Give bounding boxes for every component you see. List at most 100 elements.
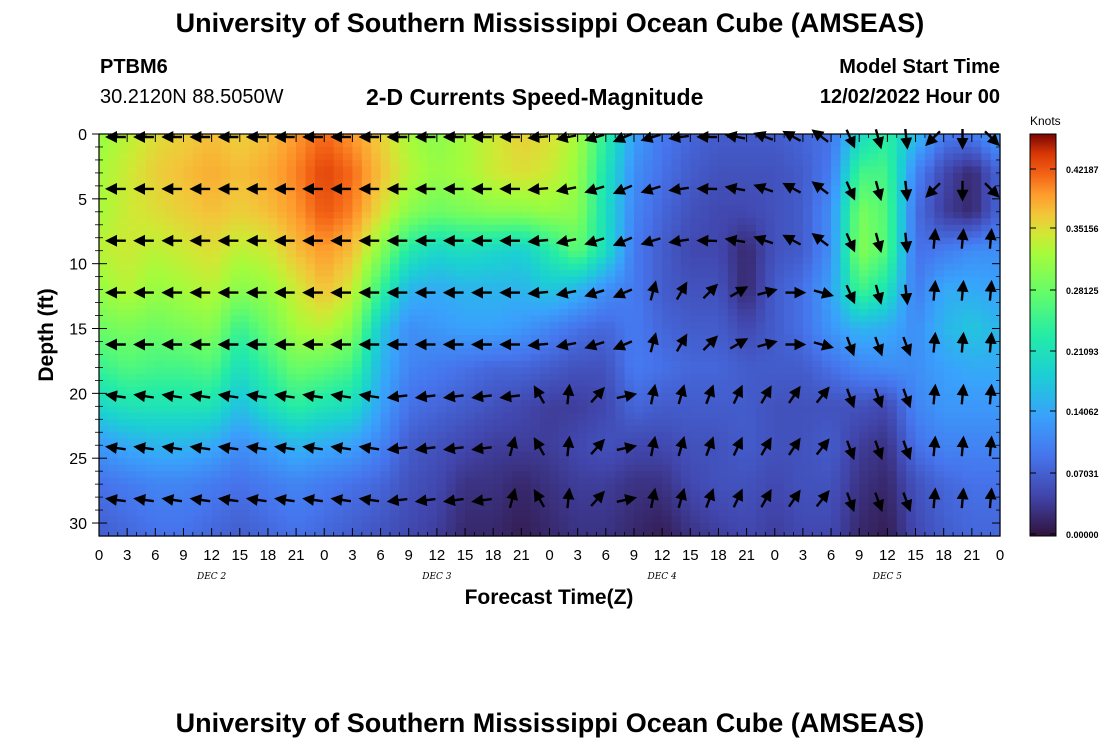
- heatmap-cell: [699, 146, 710, 155]
- heatmap-cell: [868, 218, 879, 226]
- heatmap-cell: [690, 224, 701, 232]
- heatmap-cell: [99, 146, 109, 155]
- heatmap-cell: [314, 263, 325, 271]
- heatmap-cell: [849, 153, 860, 161]
- heatmap-cell: [314, 373, 325, 381]
- heatmap-cell: [643, 218, 654, 226]
- heatmap-cell: [343, 140, 354, 148]
- heatmap-cell: [343, 211, 354, 219]
- heatmap-cell: [530, 399, 541, 407]
- heatmap-cell: [399, 296, 410, 304]
- heatmap-cell: [446, 354, 457, 362]
- heatmap-cell: [577, 367, 588, 375]
- heatmap-cell: [755, 328, 766, 336]
- heatmap-cell: [953, 250, 964, 258]
- heatmap-cell: [784, 360, 795, 369]
- heatmap-cell: [549, 425, 560, 433]
- heatmap-cell: [877, 263, 888, 271]
- heatmap-cell: [718, 198, 729, 206]
- heatmap-cell: [915, 309, 926, 317]
- heatmap-cell: [699, 302, 710, 310]
- heatmap-cell: [906, 367, 917, 375]
- heatmap-cell: [192, 438, 203, 446]
- heatmap-cell: [887, 309, 898, 317]
- heatmap-cell: [174, 328, 185, 336]
- heatmap-cell: [211, 373, 222, 381]
- heatmap-cell: [718, 179, 729, 187]
- heatmap-cell: [549, 458, 560, 466]
- heatmap-cell: [587, 373, 598, 381]
- heatmap-cell: [718, 399, 729, 407]
- heatmap-cell: [521, 322, 532, 330]
- heatmap-cell: [521, 192, 532, 200]
- heatmap-cell: [962, 257, 973, 265]
- heatmap-cell: [840, 166, 851, 174]
- heatmap-cell: [221, 283, 231, 291]
- heatmap-cell: [202, 257, 213, 265]
- heatmap-cell: [361, 263, 372, 271]
- heatmap-cell: [755, 192, 766, 200]
- heatmap-cell: [521, 451, 532, 459]
- heatmap-cell: [258, 458, 269, 466]
- heatmap-cell: [793, 425, 804, 433]
- heatmap-cell: [277, 335, 288, 343]
- heatmap-cell: [906, 153, 917, 161]
- heatmap-cell: [418, 198, 429, 206]
- heatmap-cell: [868, 315, 879, 323]
- heatmap-cell: [615, 360, 626, 369]
- heatmap-cell: [183, 296, 194, 304]
- heatmap-cell: [99, 153, 109, 161]
- heatmap-cell: [877, 432, 888, 440]
- heatmap-cell: [521, 270, 532, 278]
- heatmap-cell: [868, 198, 879, 206]
- heatmap-cell: [577, 166, 588, 174]
- heatmap-cell: [887, 380, 898, 388]
- heatmap-cell: [680, 218, 691, 226]
- heatmap-cell: [343, 153, 354, 161]
- heatmap-cell: [643, 224, 654, 232]
- heatmap-cell: [361, 399, 372, 407]
- heatmap-cell: [774, 185, 785, 193]
- heatmap-cell: [943, 185, 954, 193]
- heatmap-cell: [971, 335, 982, 343]
- heatmap-cell: [418, 205, 429, 213]
- heatmap-cell: [399, 153, 410, 161]
- heatmap-cell: [624, 386, 635, 394]
- heatmap-cell: [418, 302, 429, 310]
- heatmap-cell: [333, 399, 344, 407]
- heatmap-cell: [230, 257, 241, 265]
- heatmap-cell: [436, 373, 447, 381]
- heatmap-cell: [812, 425, 823, 433]
- heatmap-cell: [727, 159, 738, 168]
- heatmap-cell: [286, 231, 297, 239]
- heatmap-cell: [230, 419, 241, 427]
- heatmap-cell: [493, 438, 504, 446]
- heatmap-cell: [887, 373, 898, 381]
- heatmap-cell: [483, 198, 494, 206]
- heatmap-cell: [840, 140, 851, 148]
- heatmap-cell: [483, 315, 494, 323]
- heatmap-cell: [859, 406, 870, 414]
- heatmap-cell: [455, 244, 466, 252]
- heatmap-cell: [934, 296, 945, 304]
- heatmap-cell: [117, 412, 128, 420]
- heatmap-cell: [183, 354, 194, 362]
- heatmap-cell: [164, 283, 175, 291]
- heatmap-cell: [990, 257, 1001, 265]
- heatmap-cell: [305, 302, 316, 310]
- heatmap-cell: [127, 296, 138, 304]
- heatmap-cell: [605, 347, 616, 356]
- heatmap-cell: [558, 445, 569, 453]
- heatmap-cell: [540, 192, 551, 200]
- heatmap-cell: [211, 412, 222, 420]
- heatmap-cell: [802, 159, 813, 168]
- heatmap-cell: [943, 166, 954, 174]
- heatmap-cell: [887, 153, 898, 161]
- heatmap-cell: [258, 250, 269, 258]
- heatmap-cell: [774, 244, 785, 252]
- heatmap-cell: [427, 451, 438, 459]
- heatmap-cell: [361, 309, 372, 317]
- heatmap-cell: [521, 412, 532, 420]
- heatmap-cell: [108, 218, 119, 226]
